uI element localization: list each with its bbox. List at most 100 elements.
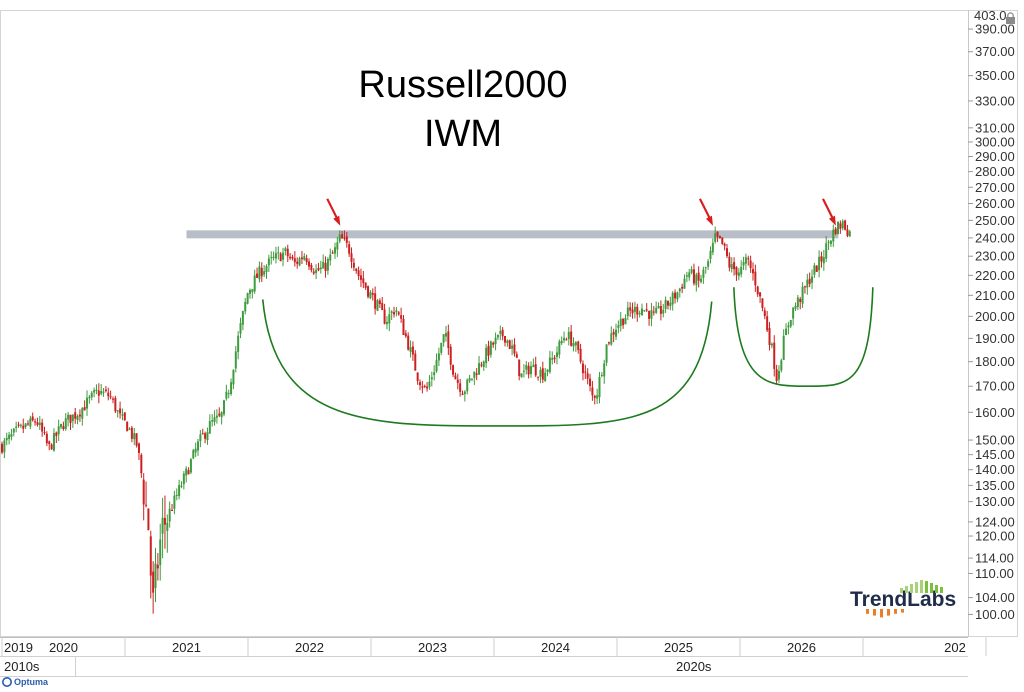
candle-down xyxy=(584,371,587,373)
candle-up xyxy=(182,473,185,485)
candle-up xyxy=(499,331,502,334)
candle-down xyxy=(374,293,377,309)
candle-down xyxy=(447,331,450,349)
arrow-1 xyxy=(326,198,340,222)
y-tick-label: 250.00 xyxy=(975,213,1015,228)
candle-down xyxy=(83,407,86,411)
brand-bar xyxy=(900,588,903,593)
candle-down xyxy=(659,306,662,314)
candle-down xyxy=(733,262,736,270)
candle-down xyxy=(397,312,400,315)
candle-up xyxy=(619,318,622,327)
candle-up xyxy=(315,269,318,274)
candle-up xyxy=(785,328,788,336)
candle-down xyxy=(456,379,459,384)
candle-up xyxy=(76,415,79,420)
candle-down xyxy=(452,365,455,375)
candle-down xyxy=(308,261,311,267)
candle-up xyxy=(657,306,660,309)
candle-up xyxy=(222,400,225,415)
y-tick-label: 140.00 xyxy=(975,462,1015,477)
y-tick-label: 110.00 xyxy=(975,566,1014,581)
candle-up xyxy=(234,351,237,369)
candle-down xyxy=(201,433,204,435)
candle-up xyxy=(154,563,157,589)
candle-up xyxy=(241,311,244,325)
candle-down xyxy=(218,413,221,416)
candle-down xyxy=(631,309,634,314)
candle-up xyxy=(322,261,325,269)
trendlabs-logo: TrendLabs xyxy=(850,580,956,618)
candle-up xyxy=(829,240,832,245)
candle-up xyxy=(329,254,332,261)
candle-down xyxy=(69,414,72,424)
candle-up xyxy=(116,410,119,412)
candle-down xyxy=(48,441,51,444)
candle-up xyxy=(5,437,8,441)
candle-down xyxy=(766,316,769,331)
y-tick-label: 370.00 xyxy=(975,44,1015,59)
candle-up xyxy=(270,257,273,259)
candle-up xyxy=(338,234,341,242)
candle-down xyxy=(475,373,478,375)
candle-down xyxy=(751,269,754,274)
pattern-arcs xyxy=(261,287,874,427)
candle-up xyxy=(825,243,828,259)
y-tick-label: 270.00 xyxy=(975,180,1015,195)
candle-down xyxy=(104,389,107,392)
candle-up xyxy=(555,352,558,357)
candle-down xyxy=(109,396,112,398)
candles-layer xyxy=(1,219,851,614)
candle-down xyxy=(107,392,110,397)
decade-label-2020s: 2020s xyxy=(676,659,712,674)
candle-down xyxy=(747,258,750,260)
candle-up xyxy=(81,407,84,419)
candle-up xyxy=(437,353,440,361)
candle-up xyxy=(180,485,183,487)
candle-down xyxy=(171,509,174,511)
candle-up xyxy=(737,272,740,277)
candle-down xyxy=(378,300,381,304)
candle-down xyxy=(487,345,490,356)
x-tick-label: 2024 xyxy=(541,640,570,655)
candle-down xyxy=(352,262,355,268)
candle-down xyxy=(581,363,584,374)
candle-up xyxy=(780,360,783,371)
candle-up xyxy=(662,309,665,314)
candle-down xyxy=(317,268,320,271)
candle-down xyxy=(26,423,29,425)
candle-up xyxy=(792,307,795,319)
candle-down xyxy=(402,318,405,335)
candle-up xyxy=(8,434,11,440)
candle-down xyxy=(343,237,346,239)
lock-icon[interactable] xyxy=(1006,12,1015,24)
candle-down xyxy=(31,416,34,421)
candle-down xyxy=(289,256,292,259)
candle-up xyxy=(470,378,473,380)
candle-up xyxy=(239,323,242,334)
brand-tick xyxy=(901,609,904,613)
candle-up xyxy=(211,420,214,422)
x-tick-label: 2020 xyxy=(49,640,78,655)
candle-down xyxy=(62,426,65,430)
candle-up xyxy=(818,256,821,271)
candle-up xyxy=(837,222,840,235)
candle-up xyxy=(740,266,743,275)
candle-up xyxy=(563,337,566,341)
candle-up xyxy=(744,257,747,264)
candle-down xyxy=(414,353,417,371)
candle-down xyxy=(345,236,348,243)
candle-up xyxy=(685,275,688,277)
x-axis: 2019 2020 2021 2022 2023 2024 2025 2026 202 xyxy=(1,637,987,656)
y-tick-label: 200.00 xyxy=(975,309,1015,324)
candle-up xyxy=(574,342,577,346)
candle-down xyxy=(808,278,811,284)
candle-down xyxy=(820,256,823,262)
brand-bar xyxy=(915,582,918,593)
candle-down xyxy=(411,346,414,355)
candle-up xyxy=(102,391,105,393)
candle-up xyxy=(57,426,60,435)
candle-down xyxy=(256,273,259,278)
optuma-label: Optuma xyxy=(14,677,49,687)
candle-up xyxy=(789,320,792,327)
